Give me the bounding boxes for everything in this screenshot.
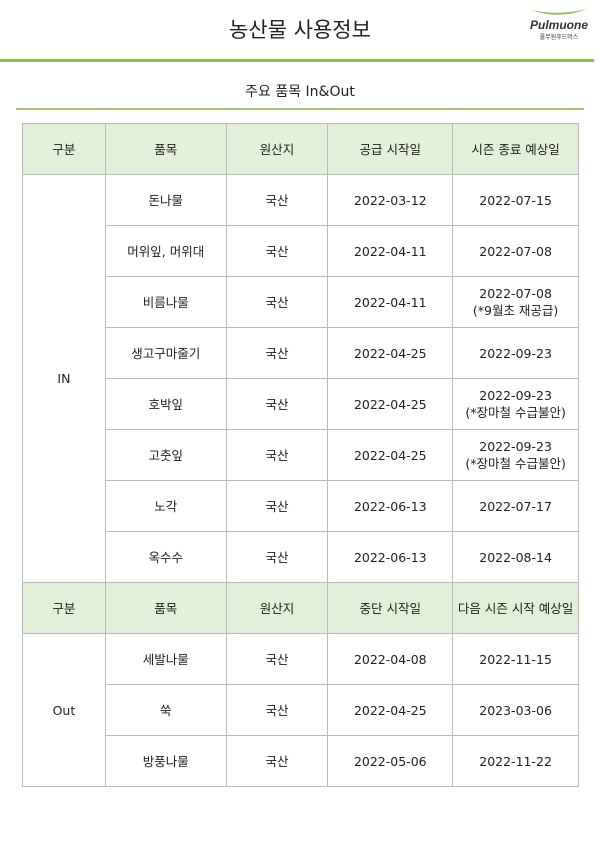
column-header: 공급 시작일 (327, 123, 454, 175)
end-date-note: (*장마철 수급불안) (465, 405, 566, 420)
column-header: 품목 (104, 123, 227, 175)
end-date-value: 2023-03-06 (479, 702, 552, 718)
item-name: 머위잎, 머위대 (104, 225, 227, 277)
end-date: 2022-07-08 (452, 225, 579, 277)
group-label: Out (22, 633, 106, 787)
end-date-value: 2022-08-14 (479, 549, 552, 565)
item-name: 호박잎 (104, 378, 227, 430)
section-divider (16, 108, 584, 110)
item-name: 쑥 (104, 684, 227, 736)
item-name: 생고구마줄기 (104, 327, 227, 379)
table-row: 생고구마줄기 국산 2022-04-25 2022-09-23 (23, 327, 579, 379)
end-date-value: 2022-07-08 (479, 243, 552, 259)
start-date: 2022-04-11 (327, 225, 454, 277)
end-date: 2022-07-17 (452, 480, 579, 532)
table-row: 쑥 국산 2022-04-25 2023-03-06 (23, 684, 579, 736)
section-title: 주요 품목 In&Out (245, 84, 355, 100)
end-date-value: 2022-11-22 (479, 753, 552, 769)
column-header: 품목 (104, 582, 227, 634)
table-row: 고춧잎 국산 2022-04-25 2022-09-23 (*장마철 수급불안) (23, 429, 579, 481)
logo-swoosh-icon (531, 9, 587, 15)
end-date: 2022-09-23 (*장마철 수급불안) (452, 378, 579, 430)
table-row: 호박잎 국산 2022-04-25 2022-09-23 (*장마철 수급불안) (23, 378, 579, 430)
table-row: IN 돈나물 국산 2022-03-12 2022-07-15 (22, 174, 579, 583)
end-date-value: 2022-09-23 (479, 345, 552, 361)
origin: 국산 (225, 684, 329, 736)
end-date-note: (*장마철 수급불안) (465, 456, 566, 471)
table-row: 비름나물 국산 2022-04-11 2022-07-08 (*9월초 재공급) (23, 276, 579, 328)
end-date-value: 2022-09-23 (479, 439, 552, 454)
end-date-value: 2022-07-15 (479, 192, 552, 208)
end-date: 2022-11-15 (452, 633, 579, 685)
table-row: 옥수수 국산 2022-06-13 2022-08-14 (23, 531, 579, 583)
origin: 국산 (225, 327, 329, 379)
column-header: 구분 (22, 123, 106, 175)
end-date-value: 2022-09-23 (479, 388, 552, 403)
origin: 국산 (225, 276, 329, 328)
end-date: 2022-07-08 (*9월초 재공급) (452, 276, 579, 328)
start-date: 2022-04-08 (327, 633, 454, 685)
origin: 국산 (225, 633, 329, 685)
column-header: 원산지 (225, 123, 329, 175)
item-name: 고춧잎 (104, 429, 227, 481)
table-row: 방풍나물 국산 2022-05-06 2022-11-22 (23, 735, 579, 787)
start-date: 2022-04-25 (327, 378, 454, 430)
origin: 국산 (225, 531, 329, 583)
in-header-row: 구분 품목 원산지 공급 시작일 시즌 종료 예상일 (22, 123, 579, 175)
origin: 국산 (225, 735, 329, 787)
start-date: 2022-04-25 (327, 327, 454, 379)
item-name: 노각 (104, 480, 227, 532)
end-date-value: 2022-07-08 (479, 286, 552, 301)
item-name: 옥수수 (104, 531, 227, 583)
end-date-value: 2022-07-17 (479, 498, 552, 514)
end-date: 2022-07-15 (452, 174, 579, 226)
start-date: 2022-05-06 (327, 735, 454, 787)
origin: 국산 (225, 429, 329, 481)
origin: 국산 (225, 174, 329, 226)
table-row: 노각 국산 2022-06-13 2022-07-17 (23, 480, 579, 532)
start-date: 2022-06-13 (327, 480, 454, 532)
end-date-value: 2022-11-15 (479, 651, 552, 667)
item-name: 방풍나물 (104, 735, 227, 787)
origin: 국산 (225, 378, 329, 430)
group-label: IN (22, 174, 106, 583)
start-date: 2022-04-25 (327, 429, 454, 481)
end-date: 2023-03-06 (452, 684, 579, 736)
start-date: 2022-06-13 (327, 531, 454, 583)
column-header: 시즌 종료 예상일 (452, 123, 579, 175)
column-header: 중단 시작일 (327, 582, 454, 634)
start-date: 2022-03-12 (327, 174, 454, 226)
end-date: 2022-08-14 (452, 531, 579, 583)
header-divider (0, 59, 594, 62)
start-date: 2022-04-11 (327, 276, 454, 328)
end-date-note: (*9월초 재공급) (472, 303, 559, 318)
column-header: 다음 시즌 시작 예상일 (452, 582, 579, 634)
page-title: 농산물 사용정보 (229, 18, 371, 42)
table-row: Out 세발나물 국산 2022-04-08 2022-11-15 (22, 633, 579, 787)
table-row: 머위잎, 머위대 국산 2022-04-11 2022-07-08 (23, 225, 579, 277)
end-date: 2022-09-23 (452, 327, 579, 379)
start-date: 2022-04-25 (327, 684, 454, 736)
item-name: 세발나물 (104, 633, 227, 685)
origin: 국산 (225, 225, 329, 277)
item-name: 비름나물 (104, 276, 227, 328)
column-header: 구분 (22, 582, 106, 634)
column-header: 원산지 (225, 582, 329, 634)
item-name: 돈나물 (104, 174, 227, 226)
logo-sub: 풀무원푸드머스 (539, 34, 579, 41)
end-date: 2022-11-22 (452, 735, 579, 787)
pulmuone-logo: Pulmuone 풀무원푸드머스 (524, 8, 594, 41)
out-header-row: 구분 품목 원산지 중단 시작일 다음 시즌 시작 예상일 (22, 582, 579, 634)
origin: 국산 (225, 480, 329, 532)
in-out-table: 구분 품목 원산지 공급 시작일 시즌 종료 예상일 IN 돈나물 국산 2022-03-12 2… (22, 123, 579, 787)
logo-brand: Pulmuone (529, 18, 588, 32)
end-date: 2022-09-23 (*장마철 수급불안) (452, 429, 579, 481)
